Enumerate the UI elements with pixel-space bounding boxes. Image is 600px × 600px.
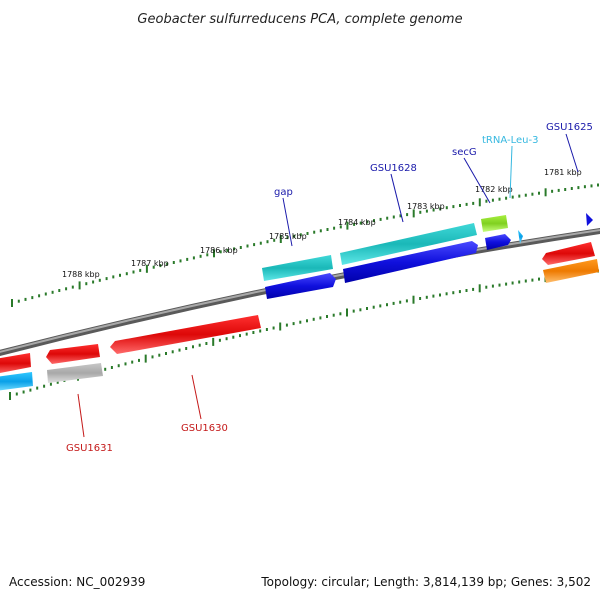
tick-label-1787: 1787 kbp — [131, 259, 169, 268]
gene-label-gsu1628[interactable]: GSU1628 — [370, 163, 417, 174]
feature-right-orange[interactable] — [543, 259, 599, 283]
feature-small-lightblue[interactable] — [518, 230, 523, 244]
feature-gsu1628-aux[interactable] — [340, 223, 477, 265]
callout-trna — [509, 145, 513, 199]
gene-label-gap[interactable]: gap — [274, 187, 293, 198]
callout-gsu1625 — [565, 133, 579, 173]
callout-secg — [463, 157, 491, 204]
genome-summary-text: Topology: circular; Length: 3,814,139 bp… — [260, 575, 591, 589]
tick-label-1781: 1781 kbp — [544, 168, 582, 177]
tick-label-1783: 1783 kbp — [407, 202, 445, 211]
feature-gsu1631-pseudo[interactable] — [47, 363, 103, 383]
gene-label-gsu1631[interactable]: GSU1631 — [66, 443, 113, 454]
forward-strand-features — [262, 213, 593, 299]
feature-gap-cds[interactable] — [265, 273, 336, 299]
callout-gap — [282, 197, 293, 247]
tick-label-1784: 1784 kbp — [338, 218, 376, 227]
callout-gsu1631 — [77, 393, 85, 438]
map-title: Geobacter sulfurreducens PCA, complete g… — [137, 12, 462, 27]
feature-gsu1625-arrow[interactable] — [586, 213, 593, 226]
feature-left-edge-red[interactable] — [0, 353, 31, 374]
feature-right-red[interactable] — [542, 242, 595, 265]
feature-left-edge-lightblue[interactable] — [0, 372, 33, 391]
gene-label-gsu1625[interactable]: GSU1625 — [546, 122, 593, 133]
reverse-strand-features — [0, 242, 599, 391]
gene-label-secg[interactable]: secG — [452, 147, 477, 158]
callout-gsu1630 — [191, 374, 202, 420]
feature-secg-cds[interactable] — [485, 234, 511, 250]
gene-label-trna-leu[interactable]: tRNA-Leu-3 — [482, 135, 538, 146]
feature-gsu1630-cds[interactable] — [110, 315, 261, 354]
feature-gsu1631-cds[interactable] — [46, 344, 100, 364]
outer-tick-ring — [11, 183, 599, 307]
tick-label-1785: 1785 kbp — [269, 232, 307, 241]
callout-lines — [77, 133, 579, 438]
feature-gsu1628-cds[interactable] — [343, 241, 478, 283]
gene-labels: GSU1625 tRNA-Leu-3 secG GSU1628 gap GSU1… — [66, 122, 593, 454]
tick-label-1788: 1788 kbp — [62, 270, 100, 279]
feature-trna-leu[interactable] — [481, 215, 508, 232]
ruler-labels: 1781 kbp 1782 kbp 1783 kbp 1784 kbp 1785… — [62, 168, 582, 279]
tick-label-1786: 1786 kbp — [200, 246, 238, 255]
gene-label-gsu1630[interactable]: GSU1630 — [181, 423, 228, 434]
feature-gap-aux[interactable] — [262, 255, 333, 281]
tick-label-1782: 1782 kbp — [475, 185, 513, 194]
callout-gsu1628 — [390, 173, 404, 223]
accession-text: Accession: NC_002939 — [9, 575, 145, 589]
